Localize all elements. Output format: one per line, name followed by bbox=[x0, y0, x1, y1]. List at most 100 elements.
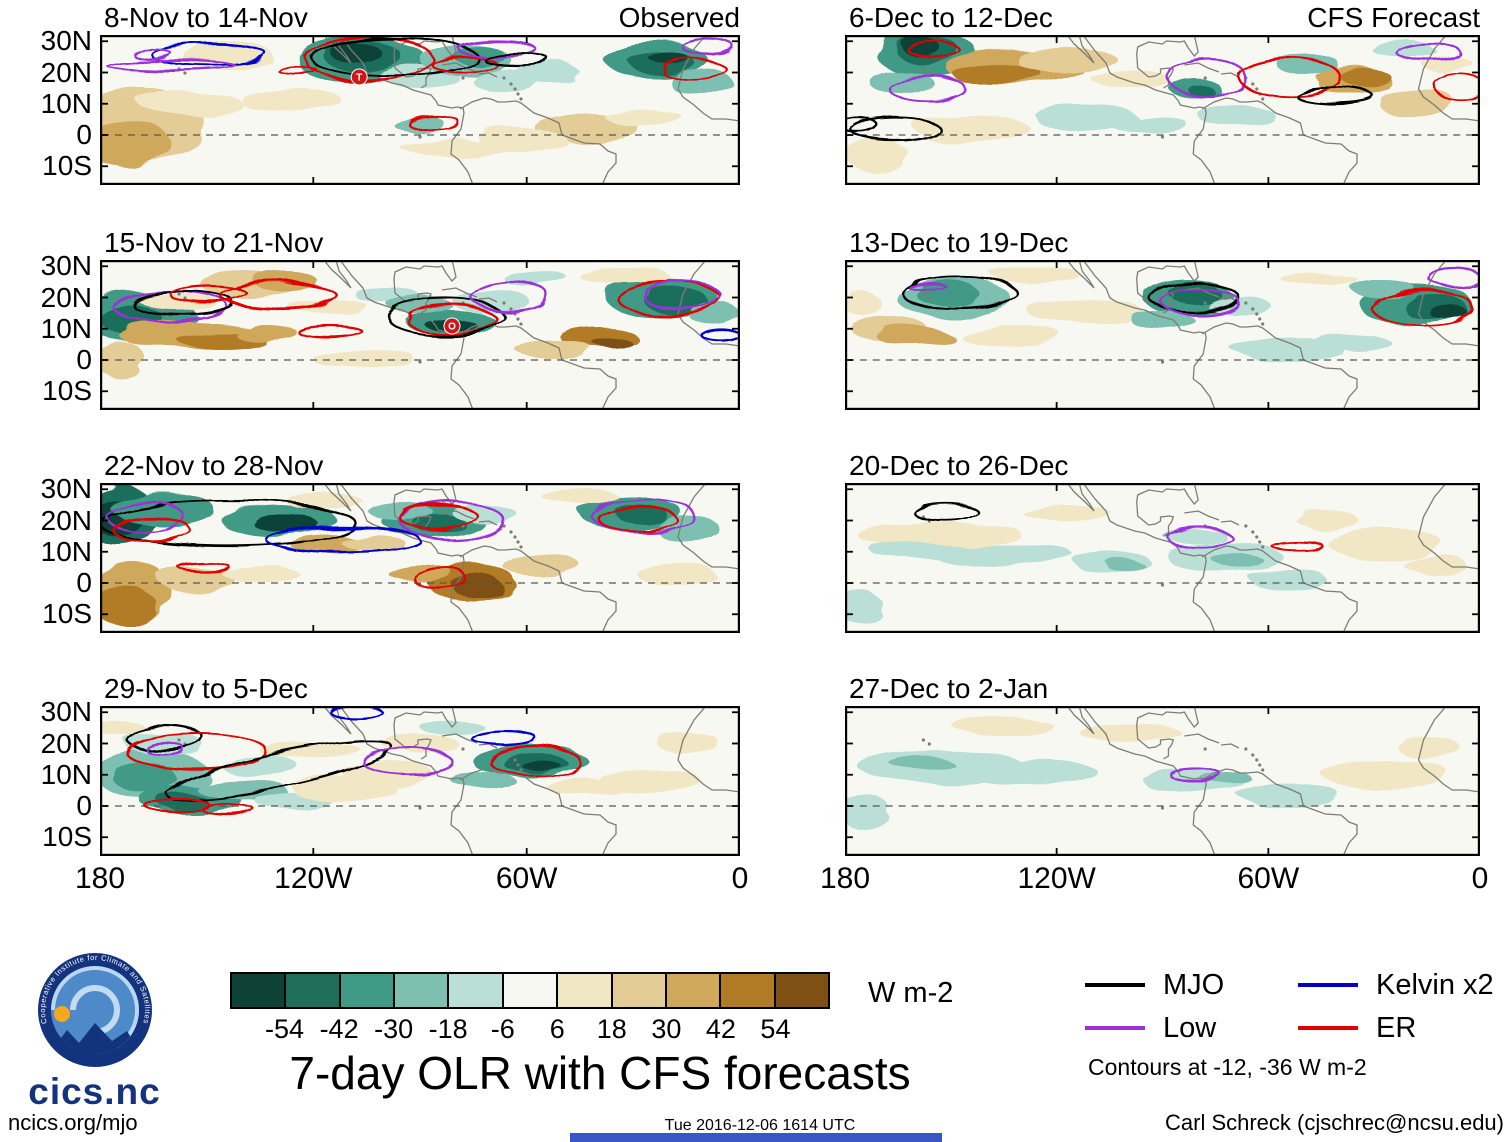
figure-title: 7-day OLR with CFS forecasts bbox=[289, 1047, 911, 1099]
map-canvas bbox=[80, 482, 741, 634]
colorbar-segment bbox=[612, 974, 667, 1007]
column-label: Observed bbox=[618, 2, 740, 33]
y-axis-label: 10S bbox=[42, 821, 92, 853]
map-panel bbox=[837, 32, 1488, 186]
storm-marker: T bbox=[350, 68, 368, 86]
colorbar-tick-label: 42 bbox=[705, 1014, 736, 1044]
footer-url: ncics.org/mjo bbox=[8, 1110, 138, 1135]
colorbar-tick-label: -6 bbox=[490, 1014, 515, 1044]
x-axis-label: 60W bbox=[1237, 862, 1300, 895]
colorbar-segment bbox=[503, 974, 559, 1007]
storm-marker: O bbox=[443, 317, 461, 335]
colorbar-tick-label: -18 bbox=[428, 1014, 468, 1044]
x-axis-label: 180 bbox=[74, 862, 126, 895]
legend-label: ER bbox=[1376, 1011, 1417, 1044]
map-panel bbox=[844, 259, 1482, 411]
map-panel bbox=[80, 482, 741, 634]
sun-icon bbox=[53, 1006, 70, 1022]
y-axis-label: 10S bbox=[42, 598, 92, 630]
y-axis-label: 10N bbox=[40, 87, 92, 119]
map-canvas bbox=[837, 32, 1488, 186]
legend-label: Kelvin x2 bbox=[1376, 968, 1494, 1001]
low-line-icon bbox=[1085, 1026, 1145, 1030]
colorbar-segment bbox=[232, 974, 287, 1007]
map-canvas bbox=[838, 705, 1481, 857]
colorbar-segment bbox=[286, 974, 341, 1007]
map-canvas: O bbox=[80, 259, 742, 411]
legend-label: Low bbox=[1163, 1011, 1217, 1044]
coastlines bbox=[1066, 34, 1481, 186]
panel-title: 6-Dec to 12-Dec bbox=[849, 2, 1053, 33]
y-axis-label: 10N bbox=[40, 312, 92, 344]
colorbar-tick-label: 54 bbox=[760, 1014, 791, 1044]
colorbar-segment bbox=[666, 974, 722, 1007]
legend-item-low: Low bbox=[1085, 1011, 1216, 1045]
y-axis-label: 30N bbox=[40, 250, 92, 282]
logo-name: cics.nc bbox=[28, 1071, 161, 1112]
map-canvas bbox=[832, 482, 1481, 634]
svg-text:O: O bbox=[448, 322, 456, 333]
colorbar-tick-label: 6 bbox=[549, 1014, 565, 1044]
colorbar-segment bbox=[721, 974, 776, 1007]
colorbar-tick-label: -54 bbox=[265, 1014, 305, 1044]
y-axis-label: 20N bbox=[40, 504, 92, 536]
map-canvas bbox=[93, 704, 741, 857]
colorbar-unit: W m-2 bbox=[868, 977, 954, 1009]
map-panel: T bbox=[74, 34, 741, 186]
cics-logo-badge: Cooperative Institute for Climate and Sa… bbox=[37, 953, 152, 1067]
map-canvas: T bbox=[74, 34, 741, 186]
bottom-accent-bar bbox=[570, 1133, 942, 1142]
panel-title: 20-Dec to 26-Dec bbox=[849, 450, 1069, 481]
mjo-line-icon bbox=[1085, 983, 1145, 987]
y-axis-label: 20N bbox=[40, 56, 92, 88]
x-axis-label: 60W bbox=[495, 862, 558, 895]
coastlines bbox=[323, 705, 741, 857]
panel-title: 15-Nov to 21-Nov bbox=[104, 227, 324, 258]
panel-title: 29-Nov to 5-Dec bbox=[104, 673, 308, 704]
y-axis-label: 30N bbox=[40, 473, 92, 505]
y-axis-label: 0 bbox=[76, 344, 92, 375]
cics-logo: Cooperative Institute for Climate and Sa… bbox=[12, 950, 177, 1113]
y-axis-label: 10N bbox=[40, 758, 92, 790]
y-axis-label: 10S bbox=[42, 150, 92, 182]
map-panel bbox=[838, 705, 1481, 857]
coastlines bbox=[1066, 482, 1481, 634]
footer-credit: Carl Schreck (cjschrec@ncsu.edu) bbox=[1165, 1110, 1504, 1135]
x-axis-label: 180 bbox=[819, 862, 871, 895]
x-axis-label: 120W bbox=[274, 862, 353, 895]
coastlines bbox=[1066, 705, 1481, 857]
colorbar-tick-label: 18 bbox=[596, 1014, 627, 1044]
coastlines bbox=[1066, 259, 1481, 411]
coastlines bbox=[323, 34, 741, 186]
colorbar-segment bbox=[775, 974, 828, 1007]
legend-note: Contours at -12, -36 W m-2 bbox=[1088, 1054, 1367, 1080]
x-axis-label: 0 bbox=[1471, 862, 1489, 895]
colorbar-tick-label: 30 bbox=[651, 1014, 682, 1044]
panel-title: 27-Dec to 2-Jan bbox=[849, 673, 1049, 704]
legend-label: MJO bbox=[1163, 968, 1225, 1001]
x-axis-label: 120W bbox=[1017, 862, 1096, 895]
y-axis-label: 0 bbox=[76, 567, 92, 598]
panel-title: 22-Nov to 28-Nov bbox=[104, 450, 324, 481]
colorbar-segment bbox=[340, 974, 396, 1007]
y-axis-label: 30N bbox=[40, 696, 92, 728]
colorbar-segment bbox=[395, 974, 450, 1007]
legend-item-kelvin: Kelvin x2 bbox=[1298, 968, 1494, 1002]
legend-item-mjo: MJO bbox=[1085, 968, 1224, 1002]
footer-timestamp: Tue 2016-12-06 1614 UTC bbox=[664, 1117, 856, 1134]
y-axis-label: 20N bbox=[40, 727, 92, 759]
colorbar-segment bbox=[558, 974, 613, 1007]
map-panel bbox=[93, 704, 741, 857]
legend-item-er: ER bbox=[1298, 1011, 1416, 1045]
column-label: CFS Forecast bbox=[1307, 2, 1480, 33]
map-panel: O bbox=[80, 259, 742, 411]
colorbar-tick-label: -30 bbox=[374, 1014, 414, 1044]
kelvin-line-icon bbox=[1298, 983, 1358, 987]
y-axis-label: 0 bbox=[76, 790, 92, 821]
svg-text:T: T bbox=[356, 73, 362, 84]
y-axis-label: 10N bbox=[40, 535, 92, 567]
y-axis-label: 0 bbox=[76, 119, 92, 150]
colorbar-tick-label: -42 bbox=[319, 1014, 359, 1044]
x-axis-label: 0 bbox=[731, 862, 749, 895]
